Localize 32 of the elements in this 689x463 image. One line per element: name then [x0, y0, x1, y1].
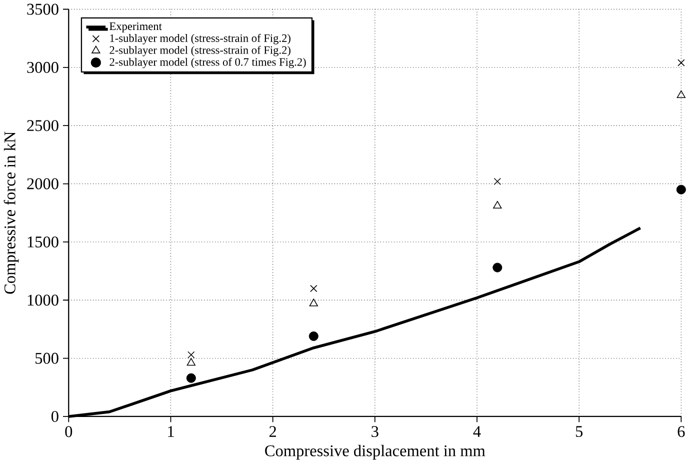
y-tick-label: 2000 — [27, 178, 58, 190]
point — [492, 262, 502, 272]
legend-label: Experiment — [110, 22, 162, 32]
x-axis-title: Compressive displacement in mm — [265, 444, 486, 460]
point — [310, 284, 318, 292]
point — [676, 90, 686, 98]
point — [493, 200, 502, 208]
x-tick-label: 6 — [678, 426, 685, 437]
y-tick-label: 1000 — [28, 294, 58, 306]
y-axis-title: Compressive force in kN — [4, 131, 19, 294]
point — [188, 351, 195, 358]
x-tick-label: 5 — [576, 426, 583, 437]
x-tick-label: 1 — [168, 426, 174, 437]
y-tick-label: 3500 — [27, 4, 58, 15]
y-tick-label: 2500 — [27, 120, 58, 131]
legend-label: 1-sublayer model (stress-strain of Fig.2) — [110, 34, 290, 44]
x-tick-label: 4 — [473, 426, 481, 437]
x-tick-label: 0 — [65, 426, 72, 437]
point — [678, 58, 685, 66]
point — [494, 178, 501, 185]
y-tick-label: 0 — [51, 410, 58, 422]
y-tick-label: 1500 — [28, 236, 58, 248]
point — [186, 358, 196, 366]
x-tick-label: 3 — [372, 426, 378, 437]
point — [308, 331, 318, 341]
y-tick-label: 500 — [36, 352, 58, 364]
point — [309, 298, 318, 306]
x-tick-label: 2 — [269, 426, 276, 437]
legend-label: 2-sublayer model (stress of 0.7 times Fig.2) — [110, 58, 306, 68]
y-tick-label: 3000 — [27, 62, 58, 73]
legend-label: 2-sublayer model (stress-strain of Fig.2) — [110, 46, 290, 56]
point — [186, 373, 196, 383]
